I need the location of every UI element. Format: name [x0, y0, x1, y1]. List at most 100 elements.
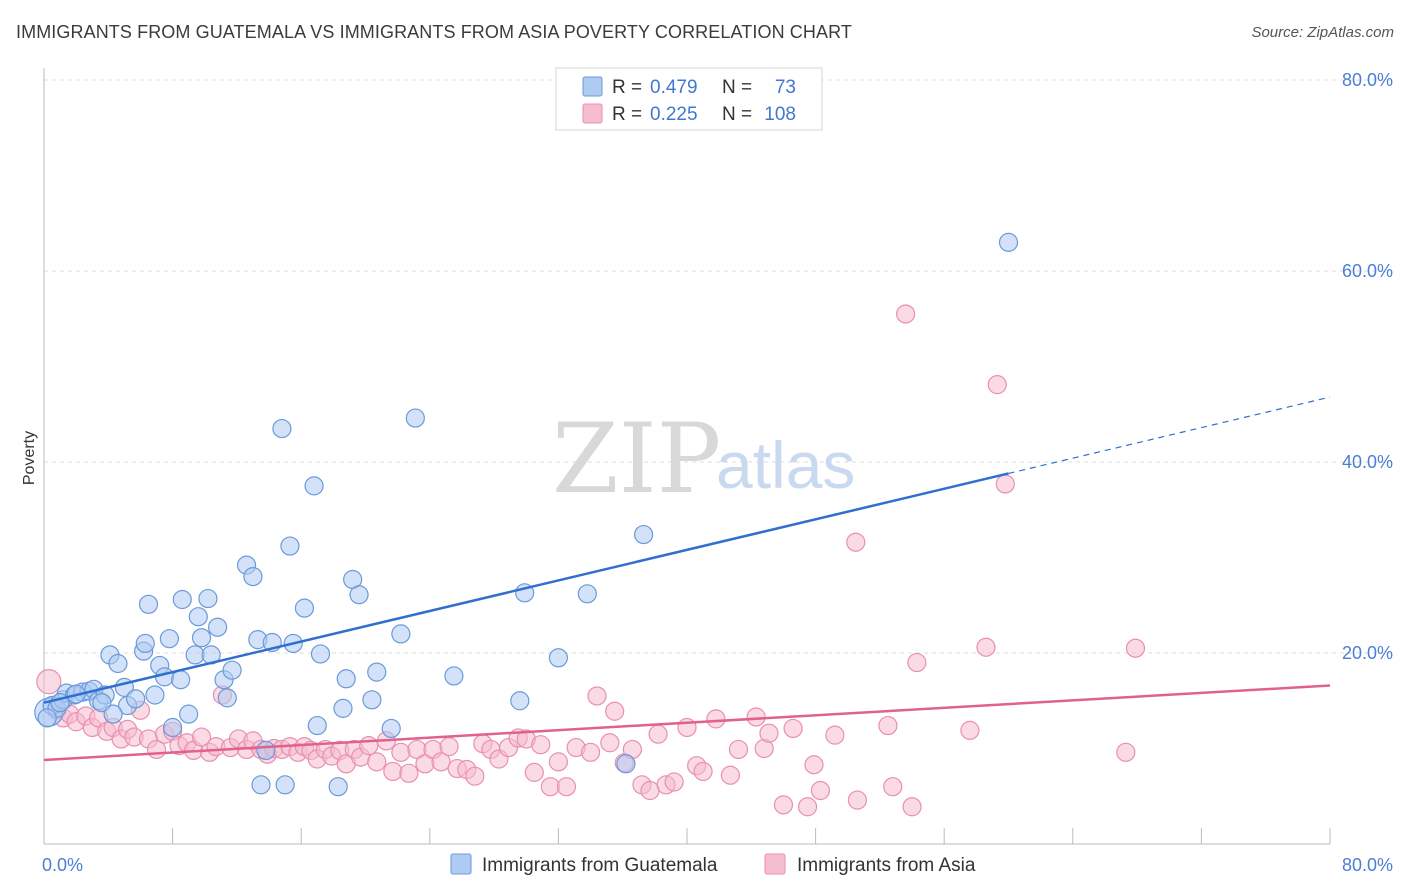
guatemala-point	[251, 775, 271, 795]
guatemala-trendline	[43, 472, 1009, 704]
guatemala-point	[336, 669, 356, 689]
y-tick-label: 80.0%	[1342, 70, 1393, 90]
asia-point	[605, 701, 625, 721]
guatemala-point	[217, 688, 237, 708]
guatemala-trendline-extension	[1008, 396, 1331, 475]
guatemala-point	[405, 408, 425, 428]
asia-point	[531, 735, 551, 755]
guatemala-point	[349, 585, 369, 605]
asia-point	[759, 723, 779, 743]
asia-point	[431, 752, 451, 772]
asia-point	[987, 375, 1007, 395]
asia-point	[907, 652, 927, 673]
asia-point	[878, 715, 898, 736]
axes	[43, 68, 1331, 845]
guatemala-point	[135, 633, 155, 654]
asia-point	[391, 742, 411, 762]
asia-point	[465, 766, 485, 786]
asia-point	[783, 718, 803, 739]
legend-swatch-asia	[582, 103, 603, 124]
guatemala-point	[37, 708, 57, 728]
x-tick-label-min: 0.0%	[42, 855, 83, 875]
guatemala-point	[126, 689, 146, 709]
legend-r-value-guatemala: 0.479	[650, 77, 698, 98]
asia-point	[191, 727, 212, 747]
guatemala-point	[188, 607, 208, 627]
guatemala-point	[275, 775, 295, 795]
guatemala-point	[154, 667, 175, 687]
legend: R = 0.479 N = 73 R = 0.225 N = 108	[555, 67, 823, 131]
asia-point	[846, 532, 866, 552]
legend-n-value-asia: 108	[764, 104, 796, 125]
guatemala-point	[616, 754, 636, 774]
guatemala-point	[159, 629, 179, 649]
asia-point	[439, 736, 459, 757]
asia-point	[728, 739, 749, 760]
asia-point	[847, 790, 867, 810]
watermark-atlas: atlas	[716, 428, 855, 502]
bottom-legend-label-guatemala: Immigrants from Guatemala	[482, 855, 718, 876]
asia-point	[587, 686, 607, 706]
asia-point	[804, 755, 824, 775]
trendlines	[43, 396, 1331, 762]
asia-points	[36, 304, 1146, 817]
chart-title: IMMIGRANTS FROM GUATEMALA VS IMMIGRANTS …	[16, 22, 852, 42]
asia-point	[580, 742, 601, 762]
guatemala-point	[307, 715, 327, 736]
asia-point	[556, 777, 577, 797]
legend-r-label-asia: R =	[612, 104, 642, 125]
guatemala-point	[243, 566, 263, 587]
asia-point	[706, 709, 726, 729]
guatemala-point	[272, 418, 292, 439]
asia-point	[797, 797, 818, 817]
asia-point	[960, 720, 980, 740]
guatemala-point	[191, 628, 212, 648]
guatemala-point	[381, 718, 401, 739]
source-credit: Source: ZipAtlas.com	[1251, 24, 1394, 41]
asia-point	[648, 724, 668, 744]
bottom-legend-swatch-guatemala	[450, 853, 472, 875]
x-tick-label-max: 80.0%	[1342, 855, 1393, 875]
asia-point	[995, 474, 1015, 494]
legend-n-value-guatemala: 73	[775, 77, 796, 98]
asia-point	[664, 772, 684, 792]
guatemala-point	[138, 594, 159, 614]
watermark-zip: ZIP	[552, 403, 721, 515]
bottom-legend-swatch-asia	[764, 853, 786, 875]
asia-trendline	[43, 684, 1331, 762]
asia-point	[976, 637, 996, 657]
y-tick-label: 40.0%	[1342, 452, 1393, 472]
guatemala-point	[208, 617, 228, 637]
guatemala-point	[163, 717, 183, 738]
guatemala-point	[145, 685, 165, 705]
asia-point	[896, 304, 916, 324]
guatemala-point	[198, 588, 218, 609]
legend-r-label-guatemala: R =	[612, 77, 642, 98]
guatemala-point	[548, 648, 569, 668]
guatemala-point	[328, 777, 348, 797]
asia-point	[399, 763, 419, 783]
y-tick-label: 60.0%	[1342, 261, 1393, 281]
guatemala-point	[998, 232, 1019, 252]
guatemala-point	[304, 476, 324, 496]
guatemala-point	[310, 644, 331, 664]
asia-point	[810, 780, 831, 801]
asia-point	[600, 733, 620, 753]
guatemala-point	[103, 704, 123, 724]
asia-point	[746, 707, 766, 727]
tick-labels: 20.0% 40.0% 60.0% 80.0% 0.0% 80.0%	[42, 70, 1393, 875]
guatemala-point	[294, 598, 315, 618]
guatemala-point	[367, 662, 387, 682]
guatemala-point	[171, 670, 191, 690]
guatemala-point	[362, 690, 382, 710]
asia-point	[36, 669, 62, 695]
legend-n-label-guatemala: N =	[722, 77, 752, 98]
guatemala-point	[280, 536, 300, 556]
guatemala-point	[92, 693, 112, 713]
guatemala-point	[179, 704, 199, 724]
asia-point	[359, 736, 379, 756]
guatemala-point	[222, 660, 242, 680]
guatemala-point	[185, 645, 205, 665]
asia-point	[693, 761, 713, 782]
